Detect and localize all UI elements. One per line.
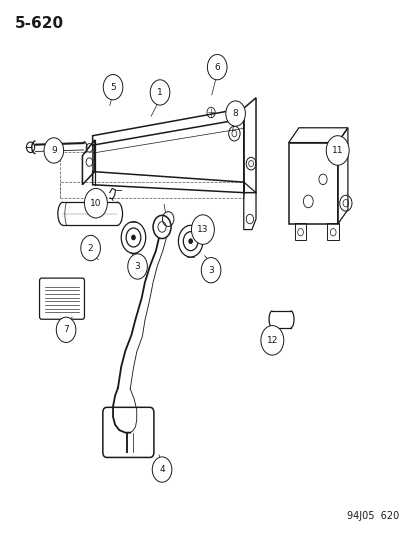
- Bar: [294, 223, 306, 240]
- Circle shape: [84, 189, 107, 218]
- Circle shape: [44, 138, 64, 163]
- Text: 6: 6: [214, 62, 220, 71]
- Circle shape: [260, 326, 283, 355]
- Circle shape: [191, 215, 214, 244]
- Text: 9: 9: [51, 146, 57, 155]
- Bar: [327, 223, 338, 240]
- Text: 13: 13: [197, 225, 208, 234]
- Text: 94J05  620: 94J05 620: [346, 511, 398, 521]
- Text: 3: 3: [208, 265, 214, 274]
- Circle shape: [325, 136, 348, 165]
- Text: 2: 2: [88, 244, 93, 253]
- Text: 7: 7: [63, 325, 69, 334]
- Text: 1: 1: [157, 88, 162, 97]
- Text: 3: 3: [134, 262, 140, 271]
- Text: 12: 12: [266, 336, 278, 345]
- Circle shape: [225, 101, 245, 126]
- Text: 4: 4: [159, 465, 164, 474]
- Circle shape: [189, 239, 192, 243]
- Circle shape: [128, 254, 147, 279]
- Circle shape: [56, 317, 76, 342]
- Circle shape: [81, 236, 100, 261]
- Text: 8: 8: [232, 109, 238, 118]
- Text: 5-620: 5-620: [15, 16, 64, 31]
- Circle shape: [103, 75, 123, 100]
- Circle shape: [152, 457, 171, 482]
- Circle shape: [150, 80, 169, 105]
- Circle shape: [207, 54, 226, 80]
- Text: 10: 10: [90, 199, 102, 208]
- Text: 11: 11: [331, 146, 343, 155]
- Circle shape: [201, 257, 221, 283]
- Circle shape: [131, 236, 135, 240]
- Text: 5: 5: [110, 83, 116, 92]
